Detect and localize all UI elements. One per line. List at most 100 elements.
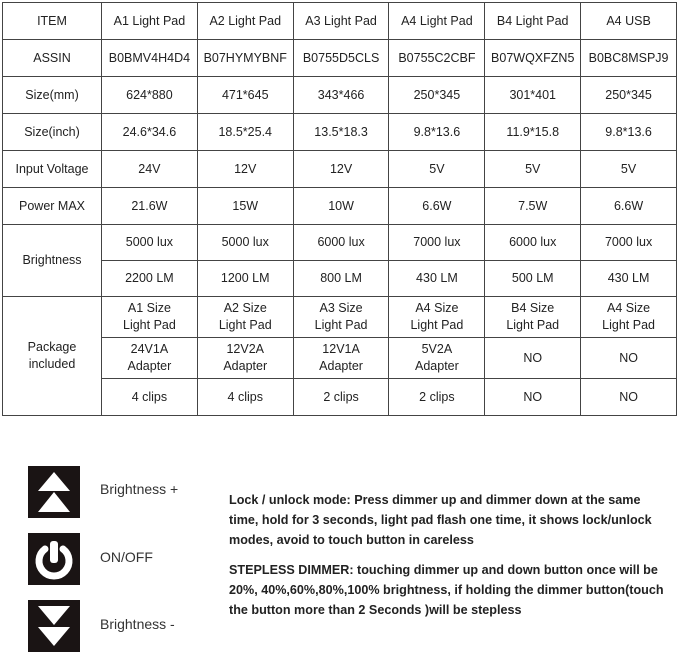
clips-cell: 2 clips (388, 378, 486, 416)
lux-cell: 6000 lux (484, 224, 582, 261)
header-cell: A3 Light Pad (292, 2, 390, 40)
row-label: ASSIN (2, 39, 102, 77)
lumen-cell: 1200 LM (196, 260, 294, 297)
table-cell: B0BMV4H4D4 (101, 39, 198, 77)
row-label: Size(mm) (2, 76, 102, 114)
lumen-cell: 430 LM (388, 260, 486, 297)
table-cell: 301*401 (484, 76, 582, 114)
table-cell: 11.9*15.8 (484, 113, 582, 151)
table-cell: 6.6W (388, 187, 486, 225)
pad-cell-line: Light Pad (123, 318, 176, 332)
adapter-cell-line: NO (619, 350, 638, 365)
table-row: Input Voltage 24V 12V 12V 5V 5V 5V (2, 150, 677, 188)
pad-cell: A2 Size Light Pad (196, 296, 294, 338)
table-cell: 21.6W (101, 187, 198, 225)
adapter-cell-line: 12V2A (226, 342, 264, 356)
power-label: ON/OFF (100, 549, 153, 565)
brightness-row: Brightness 5000 lux 5000 lux 6000 lux 7000 l… (2, 224, 677, 297)
lux-cell: 7000 lux (388, 224, 486, 261)
adapter-cell: 24V1A Adapter (101, 337, 198, 379)
adapter-cell-line: 5V2A (421, 342, 453, 356)
header-cell: A1 Light Pad (101, 2, 198, 40)
adapter-cell: NO (484, 337, 582, 379)
header-cell: A4 USB (580, 2, 677, 40)
lux-cell: 6000 lux (292, 224, 390, 261)
table-cell: B0755D5CLS (292, 39, 390, 77)
table-cell: 13.5*18.3 (292, 113, 390, 151)
adapter-cell: NO (580, 337, 677, 379)
pad-cell: A4 Size Light Pad (580, 296, 677, 338)
lux-cell: 5000 lux (196, 224, 294, 261)
pad-cell-line: A4 Size (415, 301, 459, 315)
power-icon (28, 533, 80, 585)
table-row: Power MAX 21.6W 15W 10W 6.6W 7.5W 6.6W (2, 187, 677, 225)
header-cell: A4 Light Pad (388, 2, 486, 40)
table-cell: 12V (196, 150, 294, 188)
table-cell: 7.5W (484, 187, 582, 225)
package-row: 24V1A Adapter 12V2A Adapter 12V1A Adapter 5V2A… (3, 337, 677, 379)
table-cell: 5V (388, 150, 486, 188)
pad-cell-line: A3 Size (319, 301, 363, 315)
table-row: ASSIN B0BMV4H4D4 B07HYMYBNF B0755D5CLS B0755… (2, 39, 677, 77)
brightness-up-icon (28, 466, 80, 518)
pad-cell-line: Light Pad (314, 318, 368, 332)
package-row: 4 clips 4 clips 2 clips 2 clips NO NO (3, 378, 677, 416)
package-row: Package included A1 Size Light Pad A2 Size L… (2, 296, 677, 416)
lux-cell: 5000 lux (101, 224, 198, 261)
clips-cell: NO (580, 378, 677, 416)
lux-cell: 7000 lux (580, 224, 677, 261)
table-cell: B0BC8MSPJ9 (580, 39, 677, 77)
pad-cell-line: Light Pad (410, 318, 464, 332)
table-cell: 10W (292, 187, 390, 225)
clips-cell: NO (484, 378, 582, 416)
table-cell: B0755C2CBF (388, 39, 486, 77)
pad-cell-line: B4 Size (511, 301, 555, 315)
table-cell: 12V (292, 150, 390, 188)
pad-cell-line: Light Pad (602, 318, 655, 332)
adapter-cell-line: NO (523, 350, 543, 365)
table-cell: 343*466 (292, 76, 390, 114)
spec-table: ITEM A1 Light Pad A2 Light Pad A3 Light Pad… (2, 2, 677, 416)
table-cell: 5V (484, 150, 582, 188)
adapter-cell: 12V1A Adapter (292, 337, 390, 379)
header-cell: ITEM (2, 2, 102, 40)
header-cell: A2 Light Pad (196, 2, 294, 40)
pad-cell-line: Light Pad (218, 318, 272, 332)
pad-cell-line: A2 Size (223, 301, 267, 315)
table-row: Size(mm) 624*880 471*645 343*466 250*345 301*… (2, 76, 677, 114)
table-cell: 6.6W (580, 187, 677, 225)
adapter-cell-line: Adapter (223, 359, 268, 373)
lumen-cell: 2200 LM (101, 260, 198, 297)
brightness-row: 2200 LM 1200 LM 800 LM 430 LM 500 LM 430 LM (3, 260, 677, 297)
table-cell: 18.5*25.4 (196, 113, 294, 151)
clips-cell: 4 clips (196, 378, 294, 416)
adapter-cell-line: 12V1A (322, 342, 360, 356)
brightness-up-label: Brightness + (100, 481, 179, 497)
table-cell: 250*345 (388, 76, 486, 114)
table-row: Size(inch) 24.6*34.6 18.5*25.4 13.5*18.3 9.8… (2, 113, 677, 151)
row-label: Brightness (2, 224, 102, 297)
table-cell: 24.6*34.6 (101, 113, 198, 151)
clips-cell: 2 clips (292, 378, 390, 416)
brightness-down-icon (28, 600, 80, 652)
table-cell: 250*345 (580, 76, 677, 114)
table-cell: 24V (101, 150, 198, 188)
row-label: Input Voltage (2, 150, 102, 188)
table-cell: B07WQXFZN5 (484, 39, 582, 77)
pad-cell: B4 Size Light Pad (484, 296, 582, 338)
header-cell: B4 Light Pad (484, 2, 582, 40)
table-cell: 9.8*13.6 (388, 113, 486, 151)
lock-mode-instructions: Lock / unlock mode: Press dimmer up and … (229, 493, 652, 547)
adapter-cell-line: Adapter (319, 359, 363, 373)
lumen-cell: 800 LM (292, 260, 390, 297)
adapter-cell-line: 24V1A (130, 342, 169, 356)
pad-cell: A4 Size Light Pad (388, 296, 486, 338)
table-cell: 624*880 (101, 76, 198, 114)
lumen-cell: 430 LM (580, 260, 677, 297)
brightness-down-label: Brightness - (100, 616, 175, 632)
row-label: Power MAX (2, 187, 102, 225)
adapter-cell: 5V2A Adapter (388, 337, 486, 379)
lumen-cell: 500 LM (484, 260, 582, 297)
pad-cell-line: A4 Size (607, 301, 651, 315)
pad-cell: A3 Size Light Pad (292, 296, 390, 338)
